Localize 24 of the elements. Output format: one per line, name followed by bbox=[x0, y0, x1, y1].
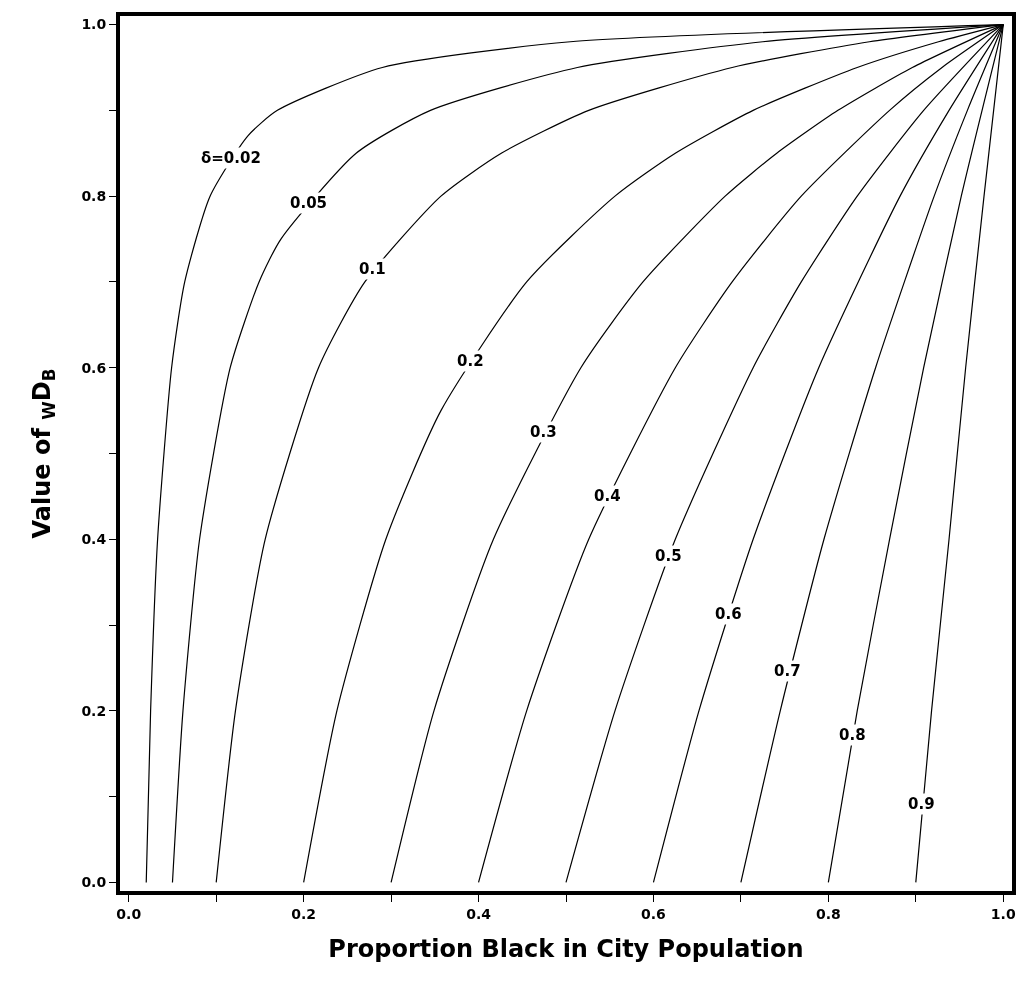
y-tick-label: 0.8 bbox=[81, 188, 107, 205]
annotation: 0.7 bbox=[774, 662, 801, 680]
x-axis-title: Proportion Black in City Population bbox=[328, 934, 804, 963]
annotation: 0.1 bbox=[359, 260, 386, 278]
annotation: δ=0.02 bbox=[201, 149, 261, 167]
annotation: 0.5 bbox=[655, 547, 682, 565]
y-tick-label: 0.4 bbox=[81, 531, 107, 548]
annotation: 0.8 bbox=[839, 726, 866, 744]
x-tick-label: 1.0 bbox=[990, 905, 1016, 922]
annotation: 0.05 bbox=[290, 194, 328, 212]
annotation: 0.9 bbox=[908, 795, 935, 813]
y-tick-label: 0.6 bbox=[81, 359, 107, 376]
x-tick-label: 0.0 bbox=[116, 905, 142, 922]
x-tick-label: 0.2 bbox=[291, 905, 317, 922]
y-tick-label: 0.2 bbox=[81, 702, 107, 719]
x-tick-label: 0.4 bbox=[466, 905, 492, 922]
y-tick-label: 0.0 bbox=[81, 874, 107, 891]
annotation: 0.4 bbox=[594, 487, 621, 505]
annotation: 0.3 bbox=[530, 423, 557, 441]
annotation: 0.2 bbox=[457, 352, 484, 370]
annotation: 0.6 bbox=[715, 605, 742, 623]
x-tick-label: 0.8 bbox=[815, 905, 841, 922]
x-tick-label: 0.6 bbox=[641, 905, 666, 922]
y-tick-label: 1.0 bbox=[81, 16, 107, 33]
